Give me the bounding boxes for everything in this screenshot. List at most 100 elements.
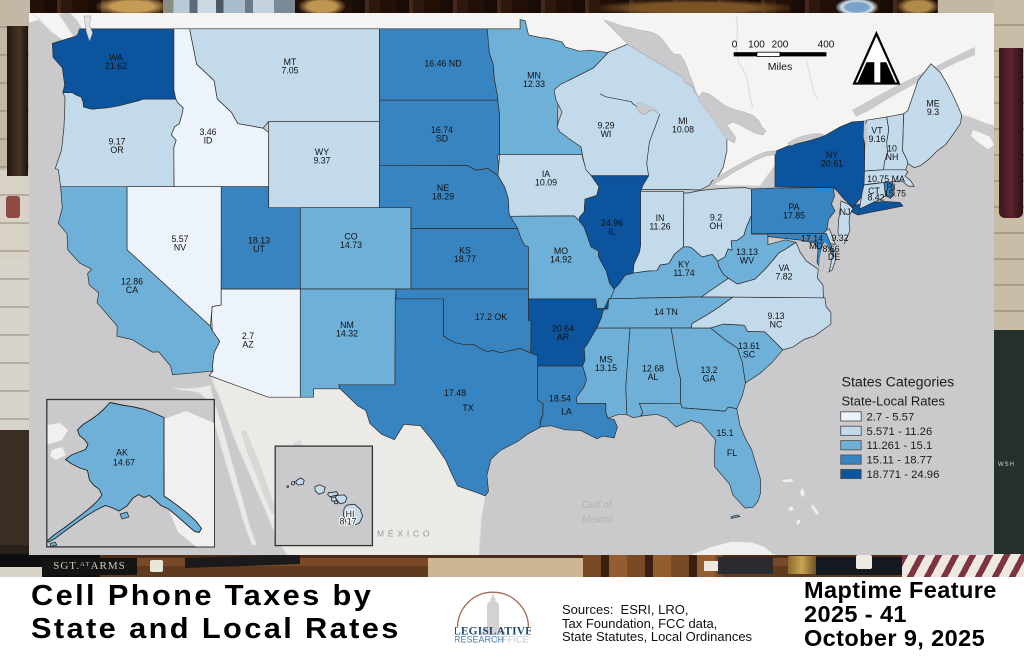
svg-text:10.09: 10.09 [535,178,557,188]
svg-text:9.29: 9.29 [597,121,614,131]
svg-text:16.74: 16.74 [431,125,453,135]
svg-text:VA: VA [778,263,789,273]
svg-text:IL: IL [608,227,615,237]
svg-text:CO: CO [344,232,357,242]
svg-text:GA: GA [703,374,716,384]
svg-text:15.11 - 18.77: 15.11 - 18.77 [867,455,933,467]
svg-text:14.67: 14.67 [113,457,135,467]
svg-text:14.32: 14.32 [336,329,358,339]
svg-text:18.54: 18.54 [549,394,571,404]
svg-text:9.3: 9.3 [927,107,939,117]
svg-text:AR: AR [557,332,569,342]
svg-text:14.73: 14.73 [340,240,362,250]
svg-text:13.15: 13.15 [595,363,617,373]
svg-text:RI: RI [887,182,896,192]
svg-text:14.92: 14.92 [550,255,572,265]
svg-text:12.86: 12.86 [121,277,143,287]
svg-text:SD: SD [436,134,448,144]
svg-text:20.61: 20.61 [821,159,843,169]
svg-text:IN: IN [656,213,665,223]
svg-text:NM: NM [340,320,354,330]
svg-text:17.48: 17.48 [444,388,466,398]
svg-text:400: 400 [818,40,835,51]
svg-text:18.771 - 24.96: 18.771 - 24.96 [867,469,940,481]
svg-text:KY: KY [678,260,690,270]
svg-text:11.26: 11.26 [649,222,670,232]
svg-text:MD: MD [809,241,823,251]
svg-text:10.08: 10.08 [672,125,694,135]
svg-text:CT: CT [868,186,880,196]
svg-text:11.261 - 15.1: 11.261 - 15.1 [867,440,933,452]
svg-text:100: 100 [748,40,765,51]
svg-text:OR: OR [110,145,123,155]
svg-text:8.42: 8.42 [867,193,884,203]
svg-text:5.57: 5.57 [171,234,188,244]
svg-text:17.14: 17.14 [801,233,823,243]
svg-text:NY: NY [826,150,838,160]
svg-text:NH: NH [886,152,899,162]
svg-text:8.17: 8.17 [339,517,356,527]
svg-text:PA: PA [788,202,799,212]
svg-text:MI: MI [678,116,688,126]
svg-text:9.2: 9.2 [710,213,722,223]
svg-text:MS: MS [599,355,612,365]
svg-text:NC: NC [770,320,783,330]
svg-text:14 TN: 14 TN [654,307,678,317]
svg-text:18.29: 18.29 [432,192,454,202]
svg-text:3.46: 3.46 [199,127,216,137]
svg-text:FL: FL [727,448,737,458]
svg-text:NV: NV [174,243,186,253]
svg-text:18.13: 18.13 [248,236,270,246]
svg-text:HI: HI [346,509,355,519]
svg-text:17.2 OK: 17.2 OK [475,312,507,322]
svg-text:WV: WV [740,256,754,266]
svg-text:ID: ID [204,136,213,146]
svg-text:MO: MO [554,246,568,256]
svg-text:MÉXICO: MÉXICO [377,529,433,539]
svg-text:NE: NE [437,183,449,193]
svg-text:18.77: 18.77 [454,254,476,264]
svg-text:KS: KS [459,246,471,256]
svg-text:0: 0 [732,40,738,51]
svg-text:RESEARCH: RESEARCH [455,635,504,645]
svg-text:200: 200 [772,40,789,51]
svg-text:MT: MT [284,57,297,67]
svg-text:21.62: 21.62 [105,61,127,71]
svg-text:UT: UT [253,244,265,254]
svg-text:20.64: 20.64 [552,324,574,334]
svg-text:WA: WA [109,53,123,63]
svg-text:16.46 ND: 16.46 ND [424,59,461,69]
svg-text:7.82: 7.82 [775,272,792,282]
svg-text:VT: VT [871,126,883,136]
svg-text:10: 10 [887,144,897,154]
svg-text:12.33: 12.33 [523,79,545,89]
svg-text:Miles: Miles [768,61,793,73]
svg-text:10.75 MA: 10.75 MA [867,174,905,184]
svg-text:TX: TX [462,403,473,413]
svg-text:SC: SC [743,350,756,360]
svg-text:IA: IA [542,169,550,179]
svg-text:12.68: 12.68 [642,364,664,374]
svg-text:AZ: AZ [242,340,254,350]
svg-text:5.571 - 11.26: 5.571 - 11.26 [867,426,933,438]
svg-text:9.13: 9.13 [767,311,784,321]
svg-text:WY: WY [315,147,329,157]
svg-text:15.1: 15.1 [716,428,733,438]
svg-text:States Categories: States Categories [842,375,955,391]
svg-text:MN: MN [527,71,541,81]
svg-text:Mexico: Mexico [582,515,614,526]
svg-text:Gulf of: Gulf of [582,500,613,511]
svg-text:24.96: 24.96 [601,218,623,228]
svg-text:7.05: 7.05 [281,66,298,76]
svg-text:2.7: 2.7 [242,331,254,341]
svg-text:8.66: 8.66 [822,244,839,254]
svg-text:13.61: 13.61 [738,341,760,351]
svg-text:AL: AL [648,372,659,382]
svg-text:13.13: 13.13 [736,247,758,257]
svg-text:LEGISLATIVE: LEGISLATIVE [455,626,531,638]
svg-text:9.37: 9.37 [313,156,330,166]
svg-text:9.32: 9.32 [831,233,848,243]
svg-text:AK: AK [116,447,128,457]
svg-text:11.74: 11.74 [673,268,694,278]
svg-text:ME: ME [926,99,939,109]
